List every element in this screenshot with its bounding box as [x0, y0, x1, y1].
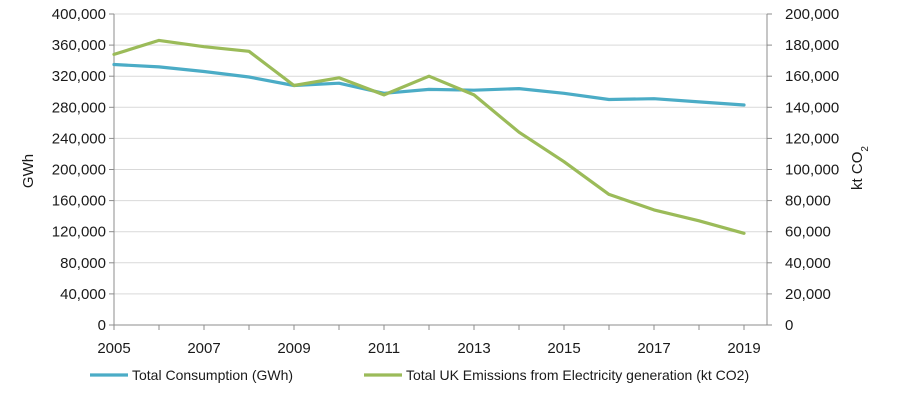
y-left-tick-label: 160,000	[52, 193, 106, 210]
series-lines	[112, 38, 746, 235]
y-right-tick-label: 180,000	[785, 37, 839, 54]
gridlines	[114, 13, 767, 295]
x-tick-label: 2009	[277, 340, 310, 357]
series-line-1	[112, 62, 746, 107]
y-left-tick-label: 240,000	[52, 130, 106, 147]
y-left-tick-label: 280,000	[52, 99, 106, 116]
x-tick-label: 2011	[368, 340, 400, 357]
tick-labels: 0 40,000 80,000 120,000 160,000 200,000 240,00…	[52, 6, 839, 357]
y-left-tick-label: 320,000	[52, 68, 106, 85]
y-left-tick-label: 400,000	[52, 6, 106, 23]
series-line-2	[112, 38, 746, 235]
y-right-tick-label: 200,000	[785, 6, 839, 23]
y-right-tick-label: 60,000	[785, 224, 831, 241]
legend: Total Consumption (GWh) Total UK Emission…	[90, 367, 749, 383]
y-left-tick-label: 200,000	[52, 162, 106, 179]
y-right-tick-label: 100,000	[785, 162, 839, 179]
y-axis-left-label: GWh	[20, 154, 37, 188]
x-tick-label: 2017	[637, 340, 670, 357]
y-right-tick-label: 0	[785, 317, 793, 334]
y-left-tick-label: 0	[98, 317, 106, 334]
legend-label-1: Total Consumption (GWh)	[132, 367, 293, 383]
x-tick-label: 2015	[547, 340, 580, 357]
y-left-tick-label: 80,000	[60, 255, 106, 272]
y-axis-right-label: kt CO2	[849, 146, 871, 190]
x-tick-label: 2013	[457, 340, 490, 357]
y-left-tick-label: 120,000	[52, 224, 106, 241]
y-right-tick-label: 80,000	[785, 193, 831, 210]
x-tick-label: 2005	[97, 340, 130, 357]
y-right-tick-label: 120,000	[785, 130, 839, 147]
y-left-tick-label: 360,000	[52, 37, 106, 54]
y-right-tick-label: 20,000	[785, 286, 831, 303]
x-tick-label: 2019	[727, 340, 760, 357]
legend-label-2: Total UK Emissions from Electricity gene…	[406, 367, 749, 383]
axes	[109, 13, 772, 330]
y-right-tick-label: 40,000	[785, 255, 831, 272]
x-tick-label: 2007	[187, 340, 220, 357]
y-right-tick-label: 140,000	[785, 99, 839, 116]
y-left-tick-label: 40,000	[60, 286, 106, 303]
y-right-tick-label: 160,000	[785, 68, 839, 85]
